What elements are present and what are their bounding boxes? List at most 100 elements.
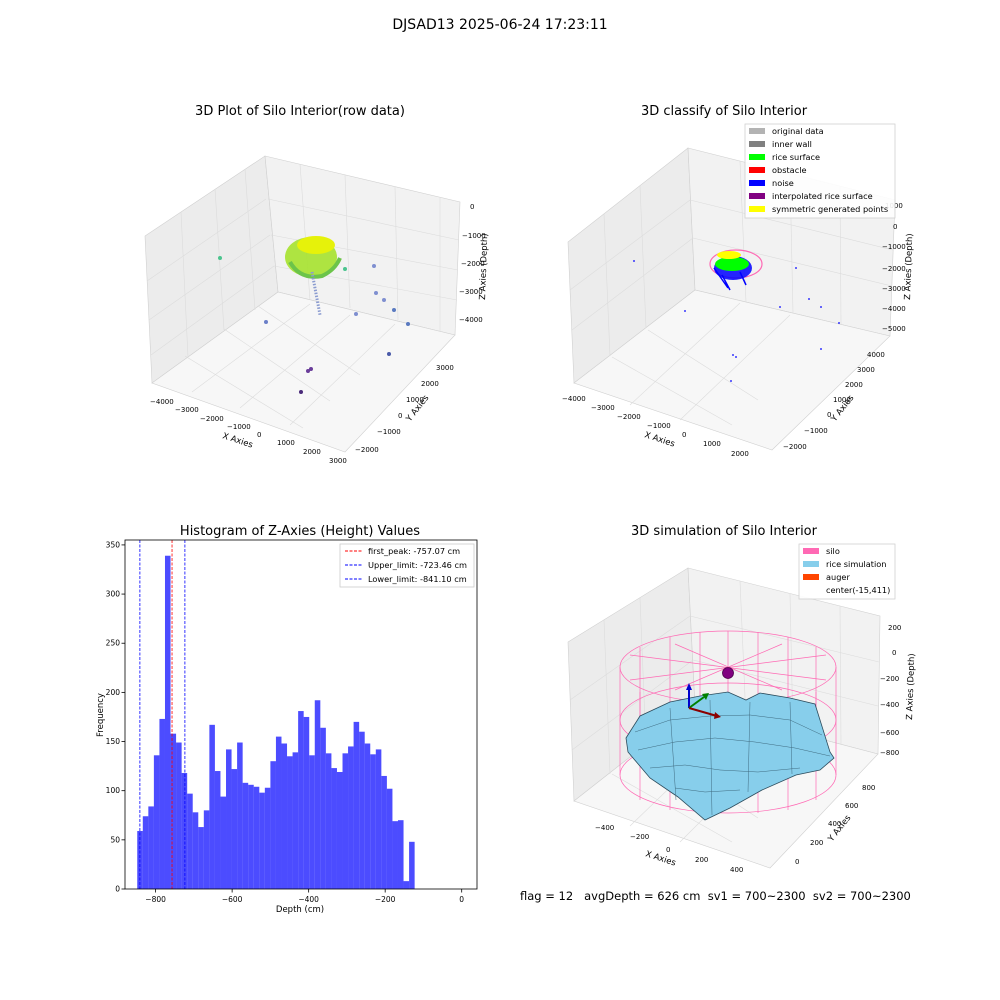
p1-ztick: −1000: [462, 232, 486, 240]
hist-bar: [281, 743, 288, 889]
hist-bar: [292, 752, 299, 889]
hist-bar: [375, 749, 382, 889]
p2-ytick: 3000: [857, 366, 875, 374]
p3-ytick: 600: [845, 802, 858, 810]
hist-bar: [353, 721, 360, 889]
p1-xtick: 3000: [329, 457, 347, 465]
hist-bar: [397, 820, 404, 889]
hist-bar: [231, 769, 238, 889]
p1-zlabel: Z Axies (Depth): [478, 233, 490, 300]
hist-bar: [392, 821, 398, 889]
hist-bar: [314, 700, 321, 889]
panel2-points: [633, 249, 840, 382]
hist-legend: first_peak: -757.07 cm Upper_limit: -723…: [339, 543, 475, 588]
p1-ytick: 2000: [421, 380, 439, 388]
p3-ylabel: Y Axies: [826, 813, 854, 845]
panel2-title: 3D classify of Silo Interior: [640, 104, 808, 119]
p1-ytick: 0: [398, 412, 402, 420]
hist-bar: [176, 742, 182, 889]
hist-bar: [248, 784, 254, 889]
hist-bar: [320, 727, 326, 889]
p3-xtick: 200: [695, 856, 708, 864]
hist-bar: [264, 787, 271, 889]
p1-ztick: −3000: [459, 288, 483, 296]
p3-ytick: 800: [862, 784, 875, 792]
hist-title: Histogram of Z-Axies (Height) Values: [179, 524, 421, 539]
p3-xtick: 0: [666, 846, 670, 854]
hist-bar: [192, 812, 199, 889]
p3-legend-label: auger: [826, 572, 850, 582]
p2-ztick: −5000: [882, 325, 906, 333]
hist-bar: [153, 755, 160, 889]
p2-legend-label: inner wall: [772, 139, 812, 149]
p2-xtick: 1000: [703, 440, 721, 448]
p2-ytick: 1000: [833, 396, 851, 404]
hist-bar: [381, 775, 387, 889]
p3-xlabel: X Axies: [644, 849, 677, 868]
p3-ztick: −600: [880, 729, 899, 737]
p3-ytick: 200: [810, 839, 823, 847]
histogram-chart: −800 −600 −400 −200 0 0 50 100 150 200 250 300 350 D…: [96, 539, 478, 915]
hist-bar: [303, 716, 310, 889]
p2-ytick: −2000: [783, 443, 807, 451]
hist-ytick-label: 350: [106, 540, 121, 549]
hist-xtick-label: −800: [145, 895, 166, 904]
hist-bar: [348, 746, 354, 889]
p1-xtick: 0: [257, 431, 261, 439]
hist-bar: [259, 792, 265, 889]
p3-xtick: 400: [730, 866, 743, 874]
p2-xtick: −4000: [562, 395, 586, 403]
p1-xtick: −2000: [200, 415, 224, 423]
hist-bar: [409, 841, 415, 889]
panel2-legend: original data inner wall rice surface ob…: [744, 123, 896, 219]
hist-frame: [124, 539, 478, 890]
hist-bar: [203, 810, 210, 889]
p2-xtick: 2000: [731, 450, 749, 458]
p3-legend-label: rice simulation: [826, 559, 886, 569]
panel3-legend: silo rice simulation auger center(-15,41…: [798, 543, 896, 600]
hist-ytick-label: 200: [106, 688, 121, 697]
p2-legend-label: obstacle: [772, 165, 807, 175]
hist-bar: [159, 718, 165, 889]
p2-legend-label: original data: [772, 126, 824, 136]
hist-legend-label: Lower_limit: -841.10 cm: [368, 574, 467, 584]
p2-ztick: −3000: [882, 285, 906, 293]
hist-xtick-label: 0: [459, 895, 464, 904]
p3-ztick: −200: [880, 675, 899, 683]
hist-xtick-label: −200: [375, 895, 396, 904]
hist-bar: [336, 772, 343, 889]
p3-ztick: −800: [880, 749, 899, 757]
hist-ytick-label: 150: [106, 737, 121, 746]
hist-bar: [331, 768, 337, 889]
p3-legend-label: silo: [826, 546, 840, 556]
hist-bar: [386, 788, 393, 889]
p1-xlabel: X Axies: [221, 431, 254, 450]
hist-ytick-label: 300: [106, 590, 121, 599]
figure-title: DJSAD13 2025-06-24 17:23:11: [392, 17, 608, 33]
p3-xtick: −400: [595, 824, 614, 832]
p2-ztick: −4000: [882, 305, 906, 313]
hist-bar: [270, 761, 276, 889]
p2-legend-label: rice surface: [772, 152, 820, 162]
p2-xlabel: X Axies: [643, 430, 676, 449]
hist-bar: [226, 749, 232, 889]
hist-bar: [187, 793, 193, 889]
p3-zlabel: Z Axies (Depth): [905, 653, 917, 720]
p2-xtick: −3000: [591, 404, 615, 412]
p1-ztick: −2000: [461, 260, 485, 268]
panel2-3d-plot: −4000 −3000 −2000 −1000 0 1000 2000 −200…: [562, 123, 915, 458]
panel3-3d-plot: −400 −200 0 200 400 0 200 400 600 800 −8…: [567, 543, 917, 874]
hist-bar: [220, 796, 227, 889]
p2-legend-label: symmetric generated points: [772, 204, 888, 214]
hist-bar: [325, 753, 332, 889]
panel1-3d-plot: −4000 −3000 −2000 −1000 0 1000 2000 3000…: [144, 155, 490, 465]
hist-legend-label: first_peak: -757.07 cm: [368, 546, 460, 556]
hist-bar: [214, 771, 221, 889]
p2-ytick: 0: [827, 411, 831, 419]
hist-xtick-label: −600: [222, 895, 243, 904]
panel3-title: 3D simulation of Silo Interior: [631, 524, 817, 539]
p1-ytick: 1000: [406, 396, 424, 404]
hist-bar: [298, 711, 304, 889]
hist-bar: [209, 724, 215, 889]
p1-xtick: 1000: [277, 439, 295, 447]
